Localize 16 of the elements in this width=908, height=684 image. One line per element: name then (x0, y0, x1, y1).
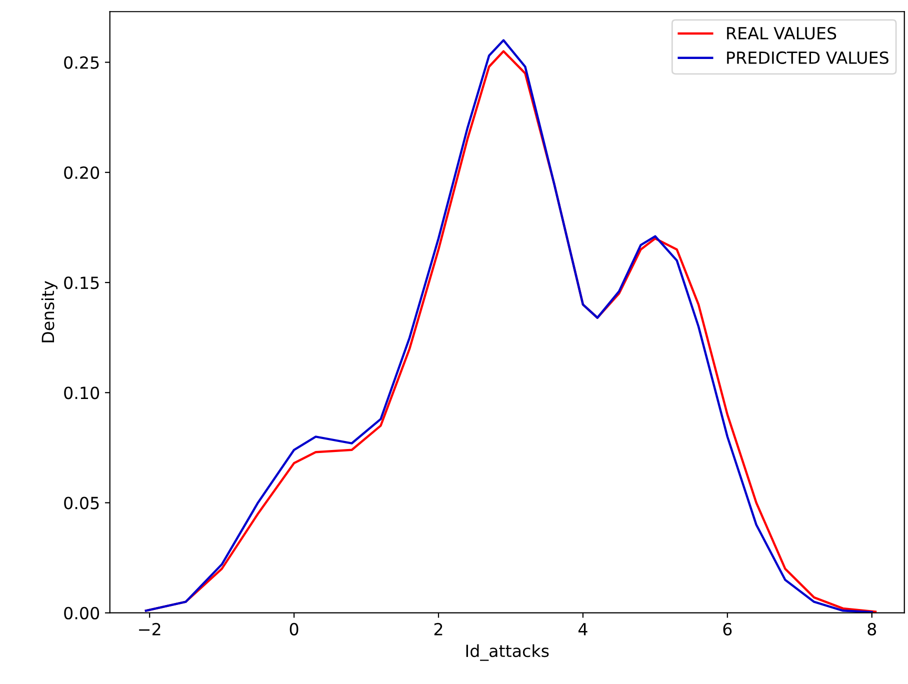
y-axis-title: Density (41, 281, 58, 342)
x-tick-label: −2 (139, 622, 160, 636)
legend-label: PREDICTED VALUES (727, 51, 888, 64)
x-tick-label: 2 (434, 622, 442, 636)
x-tick-label: 0 (290, 622, 298, 636)
y-tick-label: 0.00 (64, 606, 100, 620)
y-tick-label: 0.25 (64, 56, 99, 69)
legend-label: REAL VALUES (727, 26, 836, 40)
y-tick-label: 0.10 (64, 386, 100, 400)
y-tick-label: 0.05 (64, 496, 99, 510)
x-axis-title: Id_attacks (466, 644, 549, 661)
y-tick-label: 0.15 (64, 276, 99, 290)
x-tick-label: 4 (578, 623, 588, 636)
x-tick-label: 8 (868, 622, 876, 636)
x-tick-label: 6 (723, 622, 732, 636)
y-tick-label: 0.20 (64, 166, 100, 179)
